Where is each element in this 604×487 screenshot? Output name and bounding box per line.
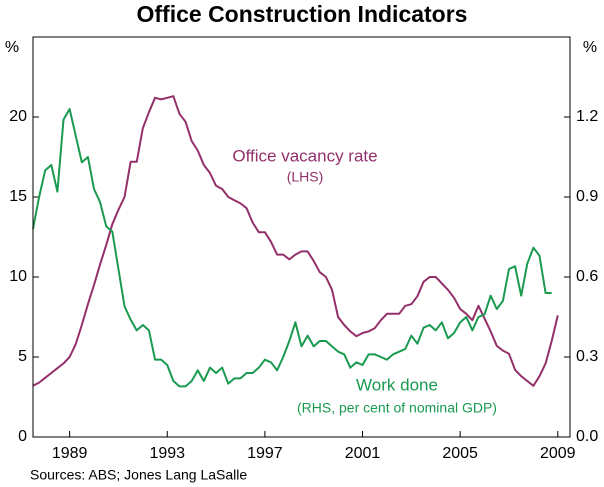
x-tick-label: 2001 xyxy=(345,445,381,462)
x-tick-label: 1993 xyxy=(149,445,185,462)
y2-tick-label: 0.6 xyxy=(576,268,598,285)
annotation: (RHS, per cent of nominal GDP) xyxy=(297,400,497,416)
y-tick-label: 5 xyxy=(18,348,27,365)
line xyxy=(32,95,559,387)
annotation: (LHS) xyxy=(287,169,324,185)
y2-tick-label: 0.3 xyxy=(576,348,598,365)
x-tick-label: 2009 xyxy=(540,445,576,462)
line xyxy=(32,108,552,388)
source: Sources: ABS; Jones Lang LaSalle xyxy=(30,467,247,483)
annotation: Office vacancy rate xyxy=(232,146,377,165)
x-tick-label: 1997 xyxy=(247,445,283,462)
y-axis-label: % xyxy=(5,39,19,56)
y-tick-label: 20 xyxy=(9,108,27,125)
y2-axis-label: % xyxy=(583,39,597,56)
y-tick-label: 10 xyxy=(9,268,27,285)
y2-tick-label: 0.9 xyxy=(576,188,598,205)
annotation: Work done xyxy=(356,375,438,394)
x-tick-label: 1989 xyxy=(52,445,88,462)
y-tick-label: 15 xyxy=(9,188,27,205)
y2-tick-label: 1.2 xyxy=(576,108,598,125)
chart-title: Office Construction Indicators xyxy=(137,1,468,27)
x-tick-label: 2005 xyxy=(442,445,478,462)
y-tick-label: 0 xyxy=(18,428,27,445)
plot-frame xyxy=(32,36,571,438)
y2-tick-label: 0.0 xyxy=(576,428,598,445)
